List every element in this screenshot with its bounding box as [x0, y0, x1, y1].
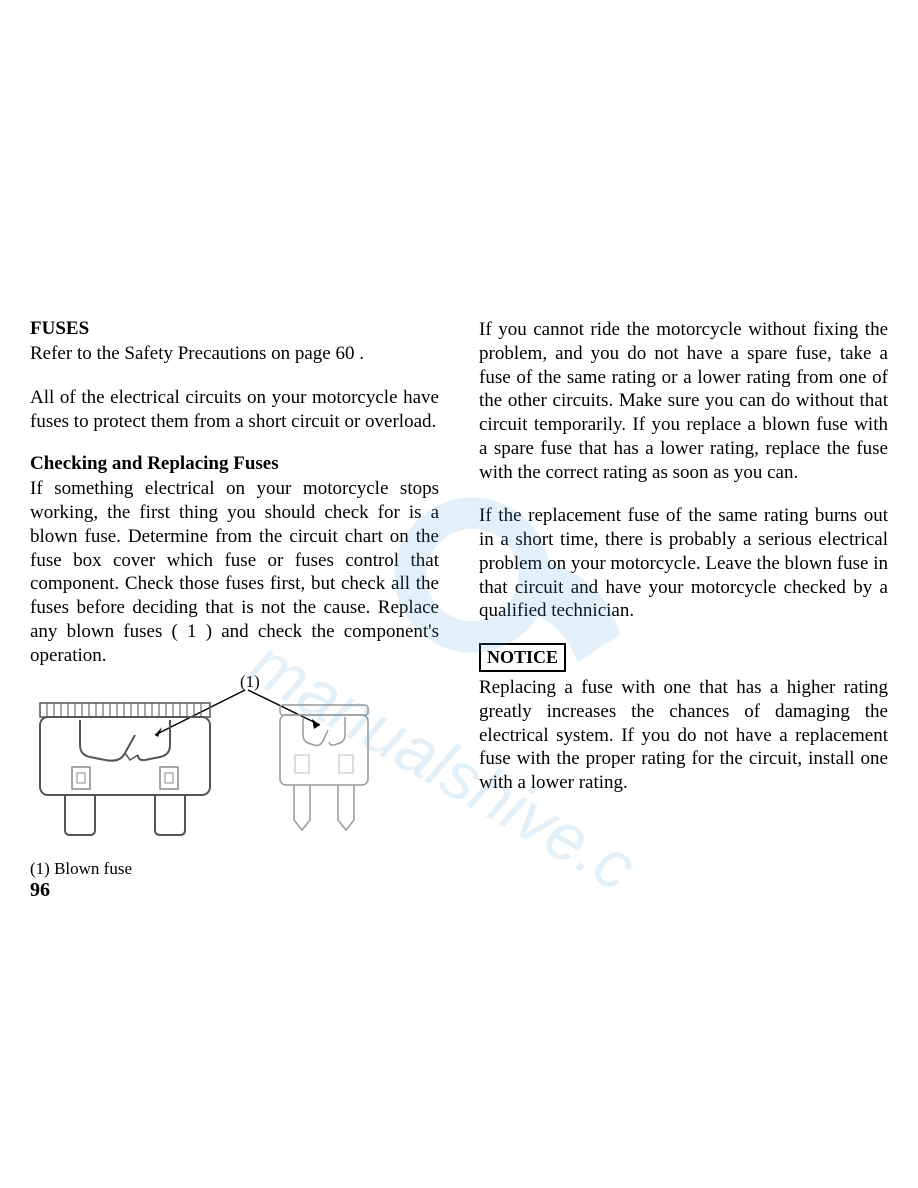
page-number: 96	[30, 879, 439, 902]
left-column: FUSES Refer to the Safety Precautions on…	[30, 318, 439, 902]
page-container: FUSES Refer to the Safety Precautions on…	[0, 0, 918, 932]
right-column: If you cannot ride the motorcycle withou…	[479, 318, 888, 902]
large-fuse-icon	[40, 703, 210, 835]
diagram-label: (1)	[240, 675, 260, 691]
paragraph-3: If you cannot ride the motorcycle withou…	[479, 318, 888, 484]
heading-fuses: FUSES	[30, 318, 439, 340]
fuse-diagram: (1)	[30, 675, 439, 855]
diagram-caption: (1) Blown fuse	[30, 859, 439, 879]
notice-text: Replacing a fuse with one that has a hig…	[479, 676, 888, 795]
subheading-checking: Checking and Replacing Fuses	[30, 453, 439, 475]
paragraph-4: If the replacement fuse of the same rati…	[479, 504, 888, 623]
paragraph-2: If something electrical on your motorcyc…	[30, 477, 439, 667]
refer-text: Refer to the Safety Precautions on page …	[30, 342, 439, 366]
notice-box: NOTICE	[479, 643, 566, 672]
small-fuse-icon	[280, 705, 368, 830]
paragraph-1: All of the electrical circuits on your m…	[30, 386, 439, 434]
